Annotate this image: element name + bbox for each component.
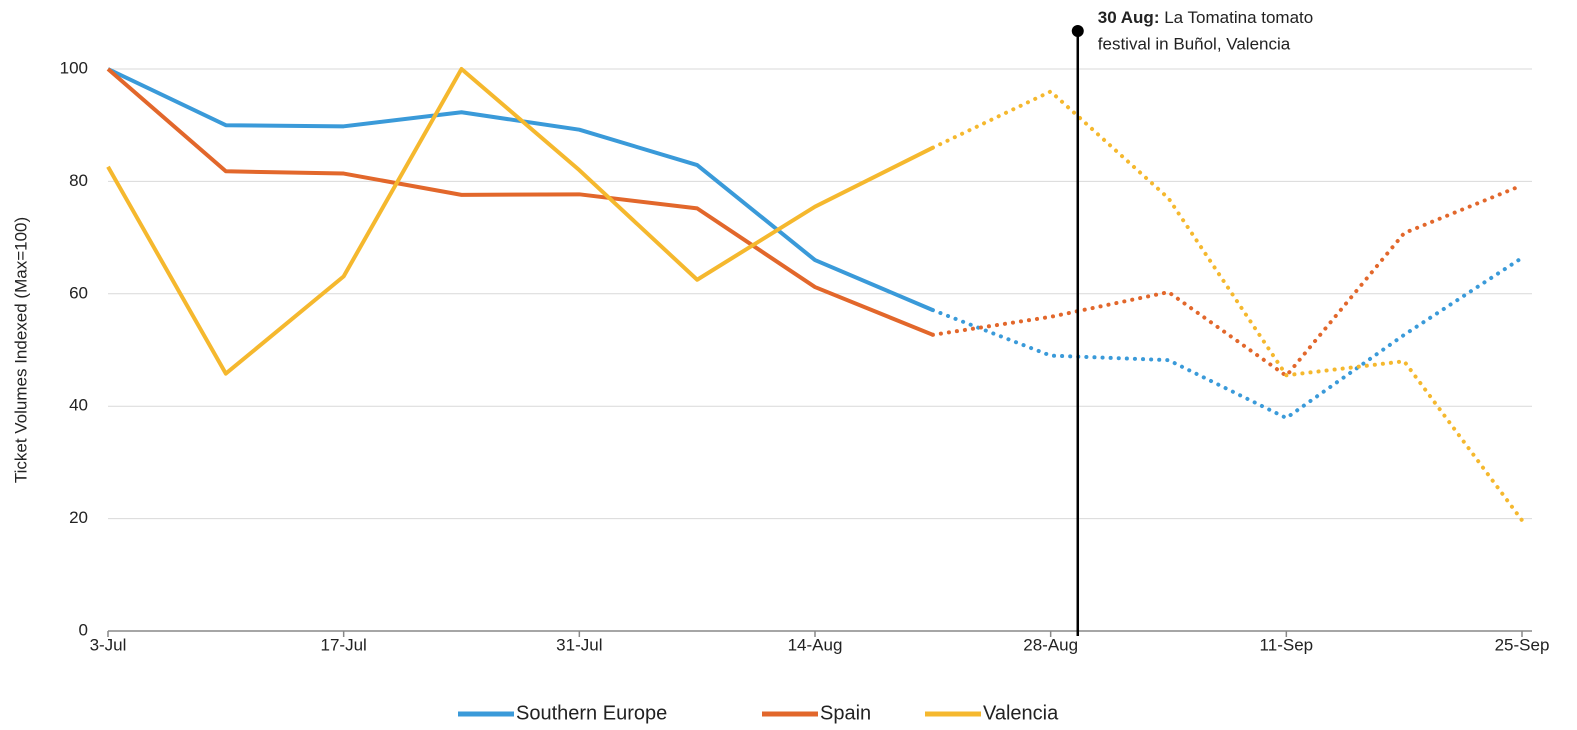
y-tick-label: 60 bbox=[69, 283, 88, 302]
annotation-label: 30 Aug: bbox=[1098, 8, 1160, 27]
y-axis-label: Ticket Volumes Indexed (Max=100) bbox=[11, 217, 30, 483]
x-tick-label: 31-Jul bbox=[556, 635, 602, 654]
y-tick-label: 40 bbox=[69, 396, 88, 415]
x-tick-label: 28-Aug bbox=[1023, 635, 1078, 654]
y-tick-label: 0 bbox=[79, 620, 88, 639]
annotation-text: festival in Buñol, Valencia bbox=[1098, 34, 1291, 53]
x-tick-label: 17-Jul bbox=[321, 635, 367, 654]
series-line bbox=[930, 183, 1524, 378]
annotation-line-text: La Tomatina tomato bbox=[1164, 8, 1313, 27]
x-tick-label: 14-Aug bbox=[788, 635, 843, 654]
annotation-dot bbox=[1071, 25, 1084, 37]
series-line bbox=[930, 89, 1524, 523]
series-line bbox=[930, 255, 1524, 421]
legend-label: Southern Europe bbox=[516, 702, 667, 724]
y-tick-label: 100 bbox=[60, 58, 88, 77]
legend-label: Valencia bbox=[983, 702, 1059, 724]
x-tick-label: 25-Sep bbox=[1495, 635, 1550, 654]
x-tick-label: 11-Sep bbox=[1260, 635, 1314, 654]
y-tick-label: 80 bbox=[69, 171, 88, 190]
series-line bbox=[106, 67, 934, 376]
annotation-text: 30 Aug: La Tomatina tomato bbox=[1098, 8, 1313, 27]
y-tick-label: 20 bbox=[69, 508, 88, 527]
series-line bbox=[106, 67, 934, 337]
x-tick-label: 3-Jul bbox=[90, 635, 127, 654]
legend-label: Spain bbox=[820, 702, 871, 724]
series-line bbox=[107, 67, 934, 312]
